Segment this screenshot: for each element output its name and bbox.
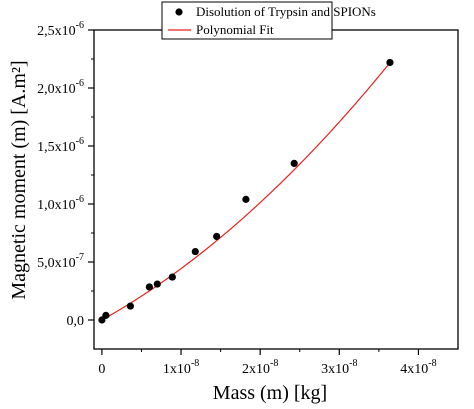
y-tick-label: 2,5x10-6 — [37, 20, 84, 39]
plot-frame — [93, 29, 459, 350]
data-point — [102, 311, 110, 319]
y-tick-label: 1,0x10-6 — [37, 194, 84, 213]
data-point — [290, 159, 298, 167]
data-points — [98, 58, 394, 324]
legend-marker-points — [175, 8, 183, 16]
data-point — [145, 283, 153, 291]
data-point — [386, 58, 394, 67]
fit-layer — [101, 62, 391, 321]
x-axis-title: Mass (m) [kg] — [213, 382, 327, 404]
y-tick-label: 1,5x10-6 — [37, 136, 84, 155]
data-point — [168, 273, 176, 281]
data-point — [242, 195, 250, 203]
y-tick-label: 5,0x10-7 — [37, 252, 84, 271]
y-tick-label: 0,0 — [67, 314, 85, 329]
x-tick-label: 3x10-8 — [321, 358, 357, 377]
x-axis-ticks: 0 1x10-8 2x10-8 3x10-8 4x10-8 — [98, 349, 437, 377]
legend-label-fit: Polynomial Fit — [196, 22, 274, 37]
y-axis-title: Magnetic moment (m) [A.m²] — [8, 60, 30, 299]
data-point — [153, 280, 161, 288]
x-tick-label: 2x10-8 — [242, 358, 278, 377]
x-tick-label: 4x10-8 — [400, 358, 436, 377]
plot-border — [93, 29, 459, 350]
data-point — [191, 247, 199, 256]
legend-box — [161, 1, 333, 40]
fit-curve — [101, 62, 391, 321]
x-tick-label: 0 — [98, 362, 105, 377]
x-tick-label: 1x10-8 — [163, 358, 199, 377]
legend: Disolution of Trypsin and SPIONs Polynomi… — [161, 1, 376, 40]
y-tick-label: 2,0x10-6 — [37, 78, 84, 97]
data-point — [126, 302, 134, 310]
data-point — [213, 232, 221, 241]
y-axis-ticks: 0,0 5,0x10-7 1,0x10-6 1,5x10-6 2,0x10-6 2,5x1… — [37, 20, 94, 329]
legend-label-points: Disolution of Trypsin and SPIONs — [196, 4, 376, 19]
